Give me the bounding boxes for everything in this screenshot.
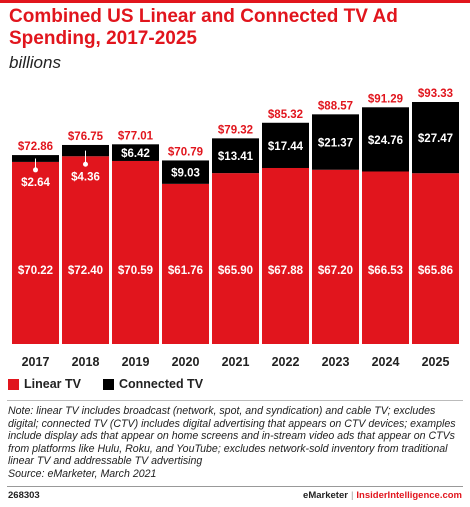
label-total-2020: $70.79 [168, 146, 203, 158]
chart-id: 268303 [8, 490, 40, 501]
label-connected-tv-2021: $13.41 [218, 151, 254, 163]
legend-label-connected-tv: Connected TV [119, 377, 204, 391]
footer-brand: eMarketer | InsiderIntelligence.com [303, 490, 462, 501]
bar-connected-tv-2020 [162, 160, 209, 184]
chart-note: Note: linear TV includes broadcast (netw… [8, 405, 464, 481]
label-connected-tv-2018: $4.36 [71, 171, 100, 183]
label-linear-tv-2024: $66.53 [368, 265, 403, 277]
bar-linear-tv-2021 [212, 173, 259, 344]
x-tick-2018: 2018 [72, 355, 100, 369]
bar-connected-tv-2023 [312, 114, 359, 170]
label-connected-tv-2022: $17.44 [268, 141, 304, 153]
label-linear-tv-2019: $70.59 [118, 265, 153, 277]
bar-connected-tv-2017 [12, 155, 59, 162]
bar-connected-tv-2025 [412, 102, 459, 174]
stacked-bar-chart: $70.22 $2.64 $72.86 2017 $72.40 $4.36 $76.75 20… [12, 88, 459, 369]
bar-linear-tv-2018 [62, 156, 109, 344]
label-total-2019: $77.01 [118, 130, 154, 142]
legend-label-linear-tv: Linear TV [24, 377, 81, 391]
legend-swatch-linear-tv [8, 379, 19, 390]
brand-site: InsiderIntelligence.com [356, 490, 462, 501]
label-total-2021: $79.32 [218, 124, 253, 136]
bar-connected-tv-2019 [112, 144, 159, 161]
label-connected-tv-2017: $2.64 [21, 177, 50, 189]
label-total-2022: $85.32 [268, 109, 303, 121]
label-connected-tv-2020: $9.03 [171, 168, 200, 180]
label-total-2018: $76.75 [68, 131, 104, 143]
bar-linear-tv-2017 [12, 161, 59, 344]
label-connected-tv-2025: $27.47 [418, 133, 453, 145]
label-linear-tv-2021: $65.90 [218, 265, 253, 277]
label-linear-tv-2022: $67.88 [268, 265, 304, 277]
label-connected-tv-2019: $6.42 [121, 148, 150, 160]
bar-linear-tv-2025 [412, 173, 459, 344]
x-tick-2024: 2024 [372, 355, 400, 369]
x-tick-2017: 2017 [22, 355, 50, 369]
label-connected-tv-2024: $24.76 [368, 135, 403, 147]
note-text: Note: linear TV includes broadcast (netw… [8, 405, 456, 468]
label-linear-tv-2023: $67.20 [318, 265, 353, 277]
bar-connected-tv-2022 [262, 122, 309, 168]
label-total-2025: $93.33 [418, 88, 453, 100]
bar-linear-tv-2020 [162, 183, 209, 344]
top-accent-rule [0, 0, 470, 3]
source-text: Source: eMarketer, March 2021 [8, 467, 157, 480]
label-linear-tv-2025: $65.86 [418, 265, 453, 277]
note-divider [7, 400, 463, 401]
bar-linear-tv-2019 [112, 160, 159, 344]
bar-linear-tv-2022 [262, 167, 309, 344]
footer-divider [7, 486, 463, 487]
chart-subtitle: billions [9, 53, 61, 72]
label-linear-tv-2017: $70.22 [18, 265, 53, 277]
x-tick-2023: 2023 [322, 355, 350, 369]
x-tick-2019: 2019 [122, 355, 150, 369]
callout-dot-2017 [33, 167, 38, 173]
chart-title: Combined US Linear and Connected TV Ad S… [9, 6, 398, 49]
bar-connected-tv-2021 [212, 138, 259, 174]
callout-dot-2018 [83, 161, 88, 167]
label-total-2024: $91.29 [368, 93, 403, 105]
brand-separator: | [350, 490, 354, 501]
label-total-2017: $72.86 [18, 141, 53, 153]
bar-connected-tv-2024 [362, 107, 409, 172]
x-tick-2022: 2022 [272, 355, 300, 369]
brand-name: eMarketer [303, 490, 348, 501]
bar-linear-tv-2024 [362, 171, 409, 344]
x-tick-2021: 2021 [222, 355, 250, 369]
x-tick-2025: 2025 [422, 355, 450, 369]
label-linear-tv-2020: $61.76 [168, 265, 203, 277]
label-linear-tv-2018: $72.40 [68, 265, 103, 277]
label-connected-tv-2023: $21.37 [318, 138, 353, 150]
bar-linear-tv-2023 [312, 169, 359, 344]
legend-swatch-connected-tv [103, 379, 114, 390]
x-tick-2020: 2020 [172, 355, 200, 369]
label-total-2023: $88.57 [318, 100, 353, 112]
